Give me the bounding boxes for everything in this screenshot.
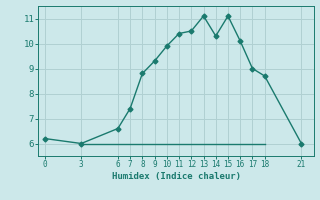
X-axis label: Humidex (Indice chaleur): Humidex (Indice chaleur) xyxy=(111,172,241,181)
